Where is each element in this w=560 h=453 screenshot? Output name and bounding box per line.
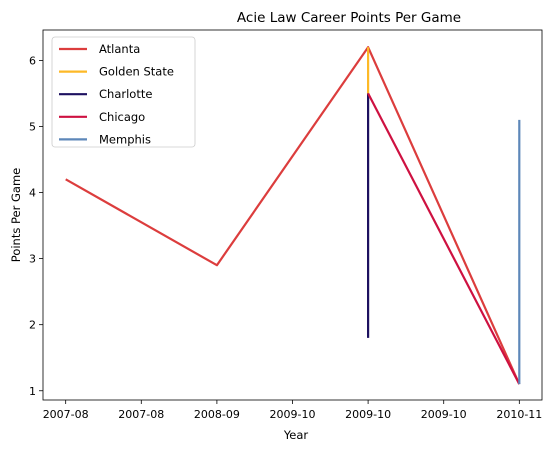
y-tick-label: 2 xyxy=(29,319,36,332)
legend-label: Golden State xyxy=(99,65,174,79)
x-tick-label: 2007-08 xyxy=(118,408,164,421)
series-line-atlanta xyxy=(65,46,521,385)
y-tick-label: 4 xyxy=(29,187,36,200)
y-tick-label: 6 xyxy=(29,54,36,67)
y-axis: 1 2 3 4 5 6 xyxy=(29,54,43,398)
legend: Atlanta Golden State Charlotte Chicago Memph… xyxy=(51,36,196,148)
series-line-chicago xyxy=(367,92,521,385)
y-tick-label: 3 xyxy=(29,253,36,266)
x-axis-label: Year xyxy=(283,428,309,442)
x-tick-label: 2009-10 xyxy=(421,408,467,421)
x-tick-label: 2010-11 xyxy=(496,408,542,421)
chart-title: Acie Law Career Points Per Game xyxy=(237,10,461,26)
x-tick-label: 2009-10 xyxy=(345,408,391,421)
x-tick-label: 2007-08 xyxy=(43,408,89,421)
y-tick-label: 5 xyxy=(29,120,36,133)
y-axis-label: Points Per Game xyxy=(9,168,23,262)
x-tick-label: 2009-10 xyxy=(270,408,316,421)
legend-box xyxy=(51,36,196,148)
legend-label: Chicago xyxy=(99,110,145,124)
legend-label: Atlanta xyxy=(99,42,140,56)
legend-label: Charlotte xyxy=(99,87,152,101)
x-axis: 2007-08 2007-08 2008-09 2009-10 2009-10 2009-… xyxy=(43,400,542,421)
series-layer xyxy=(65,46,521,385)
legend-label: Memphis xyxy=(99,132,151,146)
y-tick-label: 1 xyxy=(29,385,36,398)
x-tick-label: 2008-09 xyxy=(194,408,240,421)
